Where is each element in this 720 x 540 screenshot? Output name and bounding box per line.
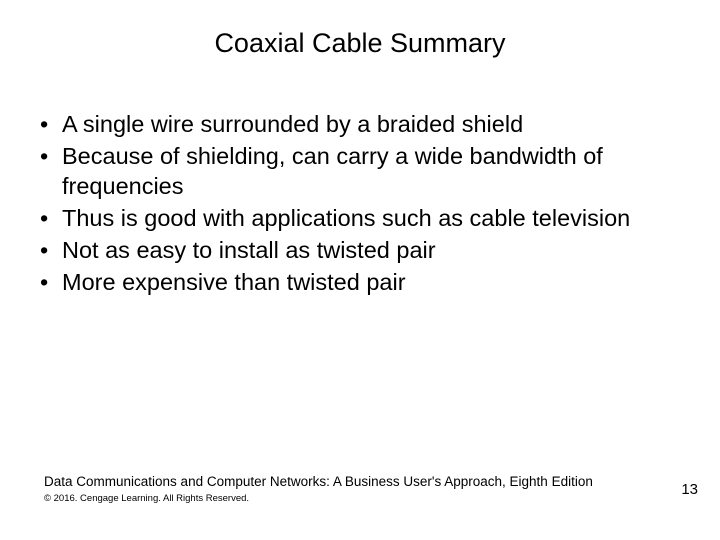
bullet-item: Because of shielding, can carry a wide b… [28, 141, 692, 201]
footer-source: Data Communications and Computer Network… [44, 474, 660, 490]
slide-body: A single wire surrounded by a braided sh… [0, 69, 720, 297]
slide: Coaxial Cable Summary A single wire surr… [0, 0, 720, 540]
bullet-item: More expensive than twisted pair [28, 267, 692, 297]
slide-footer: Data Communications and Computer Network… [44, 474, 660, 504]
bullet-item: Not as easy to install as twisted pair [28, 235, 692, 265]
slide-title: Coaxial Cable Summary [0, 0, 720, 69]
footer-copyright: © 2016. Cengage Learning. All Rights Res… [44, 493, 660, 504]
bullet-item: A single wire surrounded by a braided sh… [28, 109, 692, 139]
page-number: 13 [681, 481, 698, 498]
bullet-list: A single wire surrounded by a braided sh… [28, 109, 692, 297]
bullet-item: Thus is good with applications such as c… [28, 203, 692, 233]
